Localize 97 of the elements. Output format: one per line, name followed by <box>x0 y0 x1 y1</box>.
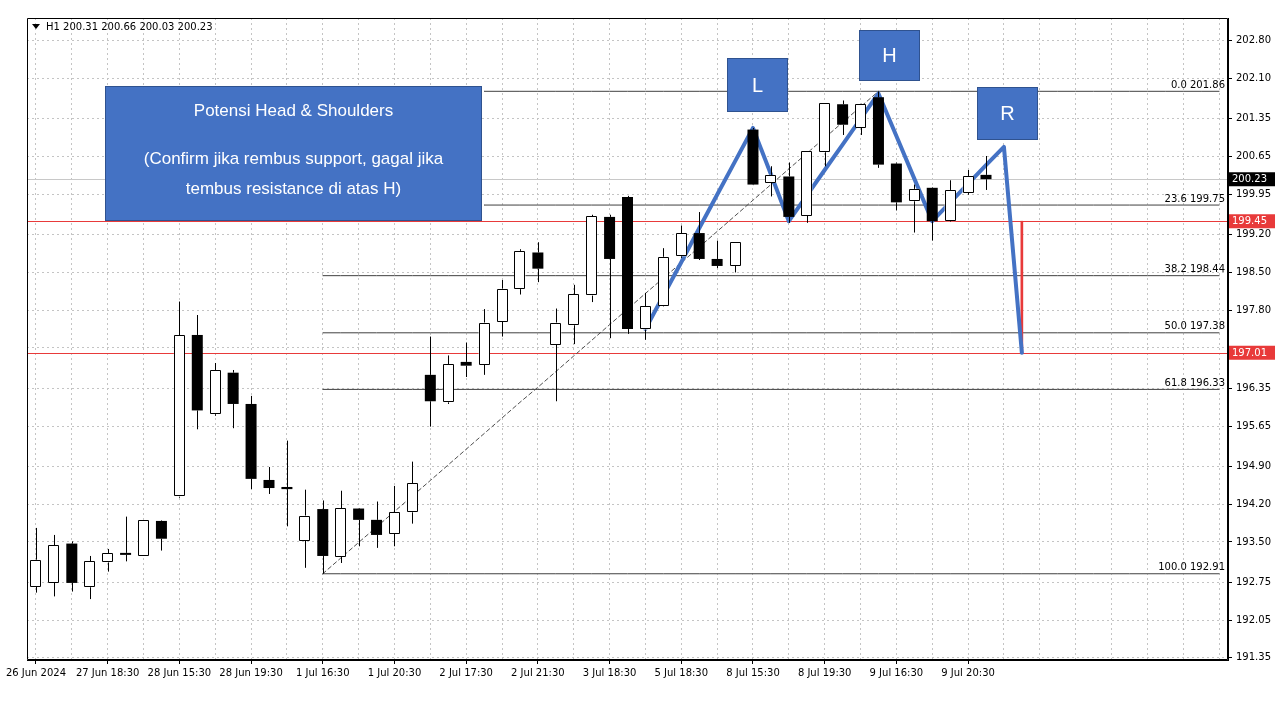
y-tick-label: 199.20 <box>1236 228 1271 240</box>
candlestick <box>657 247 669 306</box>
candlestick <box>227 369 239 429</box>
candlestick <box>604 214 616 339</box>
candlestick <box>568 284 580 345</box>
candlestick <box>281 440 293 527</box>
candlestick <box>424 336 436 428</box>
y-tick-label: 202.80 <box>1236 34 1271 46</box>
candlestick <box>371 501 383 549</box>
y-tick-label: 192.05 <box>1236 613 1271 625</box>
annotation: R <box>1000 102 1015 125</box>
chart-title: H1 200.31 200.66 200.03 200.23 <box>46 21 213 32</box>
candlestick <box>209 362 221 417</box>
annotation: 50.0 197.38 <box>1164 320 1225 332</box>
ref-line-label: 199.45 <box>1232 215 1267 227</box>
candlestick <box>66 540 78 593</box>
candlestick <box>962 169 974 196</box>
annotation: 100.0 192.91 <box>1158 561 1225 573</box>
x-tick-label: 8 Jul 15:30 <box>726 666 780 678</box>
candlestick <box>460 342 472 378</box>
y-tick-label: 201.35 <box>1236 112 1271 124</box>
annotation: L <box>751 73 764 97</box>
y-tick-label: 196.35 <box>1236 381 1271 393</box>
candlestick <box>30 527 42 594</box>
candlestick <box>783 161 795 224</box>
y-tick-label: 198.50 <box>1236 266 1271 278</box>
candlestick <box>496 279 508 338</box>
candlestick <box>765 165 777 197</box>
candlestick <box>102 548 114 573</box>
annotation: Potensi Head & Shoulders <box>192 100 395 122</box>
annotation: H <box>882 44 897 67</box>
x-tick-label: 1 Jul 20:30 <box>367 666 422 678</box>
ref-line-label: 197.01 <box>1232 346 1267 358</box>
candlestick <box>801 150 813 224</box>
x-tick-label: 3 Jul 18:30 <box>582 666 637 678</box>
candlestick <box>819 103 831 167</box>
candlestick <box>747 127 759 185</box>
candlestick <box>711 240 723 269</box>
candlestick <box>837 99 849 136</box>
x-tick-label: 28 Jun 19:30 <box>219 666 283 678</box>
annotation: 0.0 201.86 <box>1170 78 1225 90</box>
candlestick <box>890 163 902 211</box>
y-tick-label: 193.50 <box>1236 535 1271 547</box>
candlestick <box>263 466 275 495</box>
x-tick-label: 5 Jul 18:30 <box>654 666 709 678</box>
x-tick-label: 1 Jul 16:30 <box>295 666 350 678</box>
y-tick-label: 194.90 <box>1236 460 1271 472</box>
candlestick <box>675 225 687 259</box>
candlestick <box>173 301 185 497</box>
x-tick-label: 2 Jul 21:30 <box>511 666 565 678</box>
candlestick <box>388 485 400 547</box>
candlestick <box>48 534 60 597</box>
candlestick <box>138 520 150 556</box>
candlestick <box>980 155 992 191</box>
y-tick-label: 200.65 <box>1236 150 1271 162</box>
candlestick <box>639 292 651 341</box>
x-tick-label: 2 Jul 17:30 <box>439 666 493 678</box>
candlestick <box>514 248 526 296</box>
y-tick-label: 194.20 <box>1236 497 1271 509</box>
annotation: 38.2 198.44 <box>1164 263 1225 275</box>
y-tick-label: 197.80 <box>1236 303 1271 315</box>
x-tick-label: 9 Jul 20:30 <box>941 666 995 678</box>
y-tick-label: 199.95 <box>1236 187 1271 199</box>
y-tick-label: 192.75 <box>1236 575 1271 587</box>
y-tick-label: 202.10 <box>1236 71 1271 83</box>
candlestick <box>908 184 920 234</box>
candlestick <box>550 308 562 402</box>
candlestick <box>406 461 418 525</box>
candlestick <box>944 179 956 222</box>
annotation: 61.8 196.33 <box>1164 376 1225 388</box>
x-tick-label: 27 Jun 18:30 <box>75 666 140 678</box>
candlestick <box>442 354 454 405</box>
x-tick-label: 9 Jul 16:30 <box>869 666 924 678</box>
candlestick <box>478 308 490 376</box>
annotation: 23.6 199.75 <box>1164 192 1225 204</box>
candlestick <box>299 489 310 569</box>
candlestick <box>730 242 741 273</box>
y-tick-label: 191.35 <box>1236 651 1271 663</box>
candlestick <box>191 314 203 430</box>
candlestick <box>693 211 705 259</box>
candlestick <box>532 241 544 283</box>
x-tick-label: 28 Jun 15:30 <box>147 666 212 678</box>
candlestick <box>155 520 167 552</box>
x-tick-label: 26 Jun 2024 <box>5 666 67 678</box>
candlestick <box>926 187 938 242</box>
annotation: (Confirm jika rembus support, gagal jika tembus resistance di atas H) <box>142 148 445 200</box>
candlestick <box>317 499 329 575</box>
candlestick <box>245 395 257 490</box>
candlestick <box>84 555 96 600</box>
candlestick <box>622 196 633 335</box>
candlestick <box>353 508 365 547</box>
candlestick <box>335 490 347 564</box>
y-tick-label: 195.65 <box>1236 419 1271 431</box>
candlestick <box>872 90 884 169</box>
x-tick-label: 8 Jul 19:30 <box>797 666 852 678</box>
ref-line-label: 200.23 <box>1232 173 1267 185</box>
candlestick <box>120 516 132 562</box>
